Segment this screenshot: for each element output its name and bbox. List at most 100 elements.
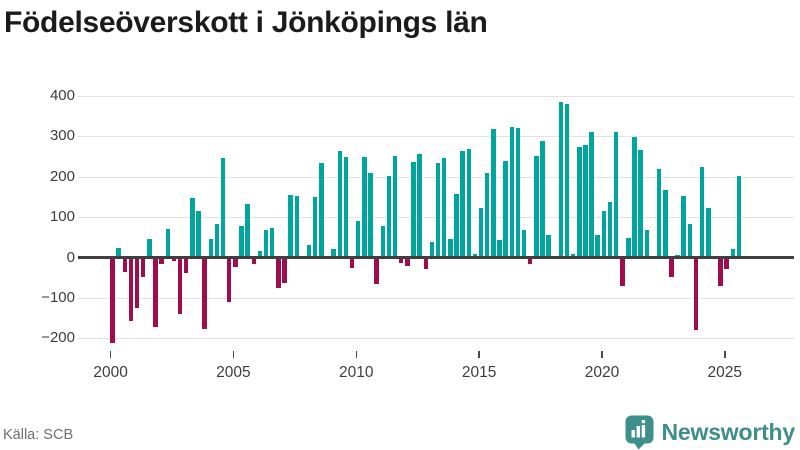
bar-2007-q2 xyxy=(288,195,293,258)
bar-2019-q2 xyxy=(583,145,588,258)
y-axis-label--200: −200 xyxy=(41,329,75,347)
bar-2001-q2 xyxy=(140,257,146,277)
gridline--200 xyxy=(78,338,794,340)
bar-2005-q3 xyxy=(245,203,250,258)
bar-2018-q3 xyxy=(564,103,570,258)
x-axis-label-2025: 2025 xyxy=(707,364,743,381)
bar-2004-q1 xyxy=(208,238,214,258)
bar-2008-q3 xyxy=(319,163,324,258)
bar-2010-q3 xyxy=(368,173,373,258)
bar-2011-q2 xyxy=(386,176,392,258)
bar-2012-q4 xyxy=(423,257,429,270)
bar-2025-q2 xyxy=(730,248,736,258)
bar-2002-q2 xyxy=(165,229,171,258)
bar-2022-q2 xyxy=(656,169,662,258)
bar-2012-q1 xyxy=(405,257,410,266)
bar-chart-pin-icon xyxy=(625,415,654,450)
y-axis-label-100: 100 xyxy=(49,208,75,226)
newsworthy-logo[interactable]: Newsworthy xyxy=(625,415,795,450)
bar-2020-q2 xyxy=(607,201,613,258)
x-tick-2025 xyxy=(724,351,726,358)
x-axis-label-2020: 2020 xyxy=(584,364,620,381)
bar-2006-q2 xyxy=(263,230,269,258)
bar-2011-q4 xyxy=(398,257,404,264)
y-axis-label--100: −100 xyxy=(41,288,75,306)
bar-2023-q2 xyxy=(681,196,686,258)
bar-2022-q3 xyxy=(663,189,668,258)
bar-2023-q4 xyxy=(693,257,699,330)
bar-2002-q1 xyxy=(159,257,164,264)
bar-2024-q1 xyxy=(699,167,705,258)
bar-2025-q3 xyxy=(736,175,742,258)
bar-2006-q1 xyxy=(257,251,263,258)
bar-2003-q3 xyxy=(196,211,201,258)
bar-2013-q1 xyxy=(429,241,435,258)
bar-2009-q4 xyxy=(349,257,355,268)
bar-2019-q1 xyxy=(577,146,582,258)
bar-2021-q3 xyxy=(638,150,643,258)
bar-2017-q4 xyxy=(546,234,551,258)
bar-2024-q2 xyxy=(706,207,711,258)
y-axis-label-300: 300 xyxy=(49,127,75,145)
bar-2013-q4 xyxy=(448,239,453,258)
bar-2017-q3 xyxy=(540,140,545,258)
bar-2000-q3 xyxy=(122,257,128,273)
bar-2007-q3 xyxy=(294,196,300,258)
bar-2002-q4 xyxy=(177,257,183,314)
bar-2016-q3 xyxy=(515,128,521,258)
bar-2006-q4 xyxy=(276,257,281,288)
bar-2014-q1 xyxy=(454,193,459,258)
bar-2014-q2 xyxy=(460,151,465,258)
bar-2009-q2 xyxy=(337,151,343,258)
page-title: Födelseöverskott i Jönköpings län xyxy=(4,6,488,39)
bar-2008-q1 xyxy=(306,245,312,258)
x-tick-2010 xyxy=(355,351,358,358)
bar-2005-q2 xyxy=(239,226,244,258)
bar-2005-q1 xyxy=(233,257,238,268)
bar-2003-q1 xyxy=(183,257,189,274)
bar-2021-q1 xyxy=(626,238,631,258)
bar-2015-q3 xyxy=(491,129,496,258)
bar-2016-q2 xyxy=(509,127,515,258)
bar-2022-q4 xyxy=(669,257,674,278)
bar-2013-q2 xyxy=(435,163,441,258)
bar-2010-q2 xyxy=(362,156,367,258)
zero-axis-line xyxy=(78,256,794,259)
x-axis-label-2010: 2010 xyxy=(339,364,374,381)
bar-2020-q3 xyxy=(613,131,619,258)
y-axis-label-400: 400 xyxy=(49,86,75,104)
bar-2009-q1 xyxy=(331,249,336,258)
bar-2012-q2 xyxy=(411,162,416,258)
bar-2020-q4 xyxy=(620,257,625,287)
x-axis-label-2000: 2000 xyxy=(93,364,128,381)
bar-2021-q2 xyxy=(632,136,637,258)
bar-2023-q3 xyxy=(687,224,693,258)
bar-2015-q1 xyxy=(478,207,484,258)
x-tick-2000 xyxy=(109,351,112,358)
bar-2014-q4 xyxy=(472,253,478,258)
bar-2004-q4 xyxy=(226,257,232,303)
x-tick-2015 xyxy=(478,351,480,358)
bar-2019-q3 xyxy=(589,131,594,258)
bar-2002-q3 xyxy=(171,257,177,261)
bar-2019-q4 xyxy=(595,234,600,258)
bar-2010-q1 xyxy=(355,221,361,258)
bar-2004-q3 xyxy=(220,157,226,258)
bar-2012-q3 xyxy=(417,153,422,258)
bar-2003-q4 xyxy=(202,257,207,330)
x-tick-2005 xyxy=(232,351,235,358)
bar-2011-q1 xyxy=(380,226,386,258)
y-axis-label-200: 200 xyxy=(49,167,75,185)
bar-2007-q1 xyxy=(282,257,287,283)
bar-2003-q2 xyxy=(190,198,195,258)
bar-2000-q4 xyxy=(128,257,134,321)
bar-2001-q3 xyxy=(147,239,152,258)
bar-2014-q3 xyxy=(466,148,472,258)
bar-2000-q1 xyxy=(110,257,115,343)
x-axis-label-2005: 2005 xyxy=(216,364,251,381)
bar-2023-q1 xyxy=(675,254,680,258)
gridline-400 xyxy=(78,95,794,97)
bar-2018-q4 xyxy=(570,253,576,258)
bar-2004-q2 xyxy=(214,224,220,258)
